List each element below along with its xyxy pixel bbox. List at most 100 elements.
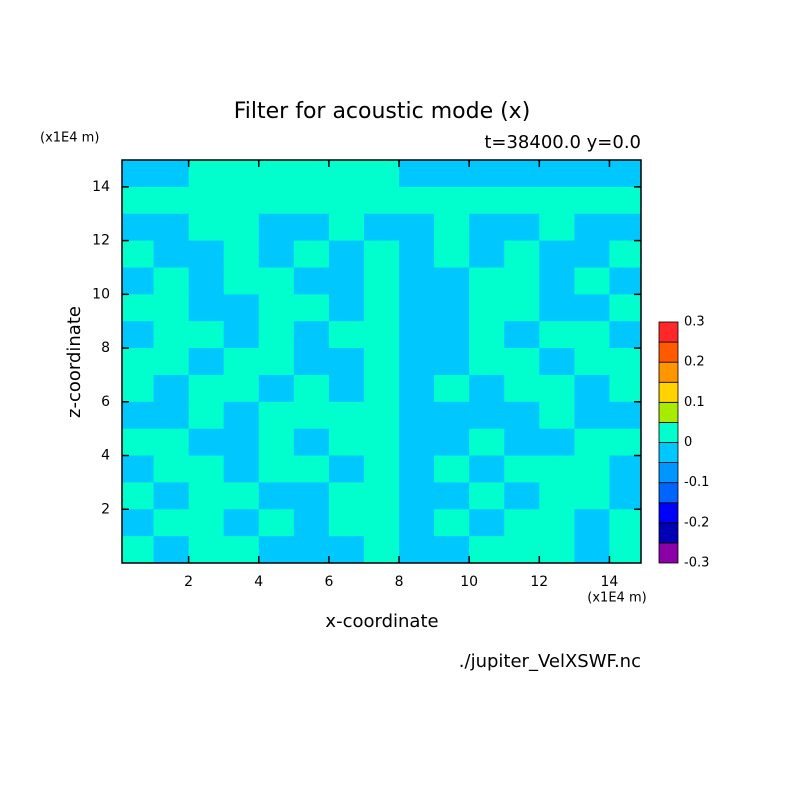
- colorbar-swatch: [658, 442, 679, 463]
- contour-cell: [469, 455, 505, 483]
- contour-cell: [188, 160, 225, 188]
- contour-cell: [258, 186, 295, 215]
- contour-cell: [504, 374, 540, 403]
- contour-cell: [399, 509, 435, 537]
- contour-cell: [293, 374, 330, 403]
- colorbar-swatch: [658, 482, 679, 504]
- contour-cell: [328, 160, 365, 188]
- contour-cell: [258, 455, 295, 483]
- contour-cell: [328, 186, 365, 215]
- colorbar-label: -0.2: [684, 515, 709, 530]
- contour-cell: [434, 213, 470, 242]
- contour-cell: [574, 240, 610, 268]
- colorbar-swatch: [658, 542, 679, 564]
- contour-cell: [469, 374, 505, 403]
- contour-cell: [574, 536, 610, 563]
- contour-cell: [399, 455, 435, 483]
- x-tick-label: 6: [324, 574, 333, 590]
- contour-cell: [434, 482, 470, 510]
- colorbar-label: 0.1: [684, 395, 705, 410]
- contour-cell: [328, 482, 365, 510]
- chart-title: Filter for acoustic mode (x): [234, 99, 531, 124]
- contour-cell: [609, 160, 641, 188]
- contour-cell: [223, 536, 260, 563]
- colorbar-swatch: [658, 341, 679, 363]
- contour-cell: [434, 240, 470, 268]
- contour-cell: [469, 267, 505, 295]
- contour-cell: [223, 428, 260, 457]
- contour-cell: [469, 348, 505, 376]
- contour-cell: [434, 536, 470, 563]
- contour-cell: [153, 186, 190, 215]
- contour-cell: [258, 509, 295, 537]
- contour-cell: [122, 482, 155, 510]
- contour-cell: [574, 321, 610, 349]
- contour-cell: [539, 348, 575, 376]
- contour-cell: [399, 186, 435, 215]
- contour-cell: [574, 374, 610, 403]
- contour-cell: [258, 321, 295, 349]
- contour-cell: [223, 482, 260, 510]
- contour-cell: [434, 509, 470, 537]
- contour-cell: [258, 536, 295, 563]
- contour-cell: [293, 348, 330, 376]
- contour-cell: [434, 321, 470, 349]
- y-axis-label: z-coordinate: [64, 306, 85, 418]
- contour-cell: [539, 482, 575, 510]
- contour-cell: [188, 401, 225, 430]
- contour-cell: [363, 267, 400, 295]
- contour-cell: [363, 374, 400, 403]
- contour-cell: [609, 536, 641, 563]
- contour-cell: [399, 536, 435, 563]
- contour-cell: [504, 482, 540, 510]
- contour-cell: [363, 186, 400, 215]
- contour-cell: [399, 374, 435, 403]
- contour-cell: [363, 536, 400, 563]
- colorbar-swatch: [658, 321, 679, 343]
- contour-cell: [574, 455, 610, 483]
- contour-cell: [328, 321, 365, 349]
- contour-cell: [328, 401, 365, 430]
- contour-cell: [399, 294, 435, 322]
- contour-cell: [469, 160, 505, 188]
- contour-cell: [539, 294, 575, 322]
- contour-cell: [153, 428, 190, 457]
- contour-cell: [609, 186, 641, 215]
- contour-cell: [574, 509, 610, 537]
- contour-cell: [188, 186, 225, 215]
- contour-cell: [539, 267, 575, 295]
- contour-cell: [504, 428, 540, 457]
- contour-cell: [258, 348, 295, 376]
- contour-cell: [153, 240, 190, 268]
- colorbar-label: -0.3: [684, 556, 709, 571]
- contour-cell: [153, 267, 190, 295]
- subtitle: t=38400.0 y=0.0: [484, 132, 641, 153]
- contour-cell: [399, 348, 435, 376]
- contour-cell: [363, 213, 400, 242]
- colorbar-label: 0.3: [684, 315, 705, 330]
- x-tick-label: 2: [184, 574, 193, 590]
- contour-cell: [153, 348, 190, 376]
- contour-cell: [539, 374, 575, 403]
- contour-cell: [504, 294, 540, 322]
- contour-cell: [293, 455, 330, 483]
- y-tick-label: 4: [101, 448, 110, 464]
- contour-cell: [363, 321, 400, 349]
- contour-cell: [539, 160, 575, 188]
- contour-cell: [434, 160, 470, 188]
- contour-cell: [539, 186, 575, 215]
- contour-cell: [188, 267, 225, 295]
- contour-cell: [574, 428, 610, 457]
- contour-cell: [293, 213, 330, 242]
- contour-cell: [122, 374, 155, 403]
- contour-cell: [122, 536, 155, 563]
- contour-cell: [434, 348, 470, 376]
- contour-cell: [153, 160, 190, 188]
- colorbar-swatch: [658, 422, 679, 443]
- contour-cell: [153, 294, 190, 322]
- contour-cell: [328, 240, 365, 268]
- contour-cell: [574, 160, 610, 188]
- contour-cell: [574, 186, 610, 215]
- contour-cell: [188, 348, 225, 376]
